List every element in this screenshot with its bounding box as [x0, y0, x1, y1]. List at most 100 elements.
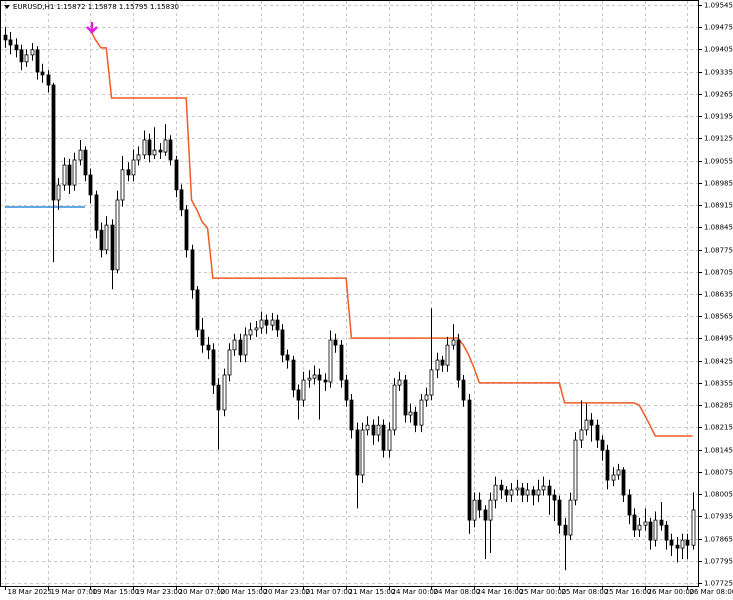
y-tick-label: 1.09475	[704, 24, 733, 32]
x-tick-label: 19 Mar 23:00	[136, 588, 183, 596]
candle-body	[685, 539, 690, 546]
candle-body	[72, 159, 77, 186]
candle-body	[525, 489, 530, 496]
y-tick-label: 1.08145	[704, 447, 733, 455]
x-tick-label: 26 Mar 08:00	[690, 588, 733, 596]
candle-body	[222, 374, 227, 411]
y-tick-label: 1.08495	[704, 335, 733, 343]
candle-body	[158, 149, 163, 153]
candle-body	[349, 399, 354, 431]
candle-body	[376, 424, 381, 436]
candle-body	[3, 34, 8, 41]
y-tick-label: 1.08355	[704, 380, 733, 388]
candle-body	[451, 339, 456, 346]
candle-body	[509, 489, 514, 496]
y-tick-label: 1.08845	[704, 224, 733, 232]
candle-body	[568, 499, 573, 536]
candle-body	[328, 339, 333, 383]
x-tick-label: 20 Mar 07:00	[179, 588, 226, 596]
y-tick-label: 1.08915	[704, 202, 733, 210]
candle-body	[413, 411, 418, 426]
candle-layer	[3, 27, 696, 571]
candle-body	[270, 319, 275, 326]
candle-body	[397, 379, 402, 386]
candle-body	[259, 319, 264, 329]
candle-body	[611, 474, 616, 481]
candle-body	[280, 329, 285, 356]
candle-body	[621, 469, 626, 496]
candle-body	[424, 394, 429, 401]
symbol-menu-icon[interactable]	[4, 5, 10, 9]
candle-body	[163, 139, 168, 153]
y-tick-label: 1.08005	[704, 491, 733, 499]
candle-body	[200, 329, 205, 346]
candle-body	[216, 384, 221, 411]
candle-body	[131, 159, 136, 176]
y-tick-label: 1.07865	[704, 536, 733, 544]
candle-body	[168, 139, 173, 161]
candle-body	[104, 224, 109, 251]
candle-body	[238, 339, 243, 356]
candle-body	[472, 499, 477, 521]
candle-body	[179, 189, 184, 211]
candle-body	[637, 524, 642, 531]
candle-body	[669, 539, 674, 546]
candle-body	[605, 449, 610, 481]
candle-body	[408, 411, 413, 416]
y-tick-label: 1.09335	[704, 69, 733, 77]
candle-body	[365, 424, 370, 431]
candle-body	[387, 429, 392, 451]
x-tick-label: 21 Mar 07:00	[306, 588, 353, 596]
candle-body	[8, 39, 13, 46]
candle-body	[403, 379, 408, 416]
candle-body	[78, 149, 83, 161]
candle-body	[206, 344, 211, 351]
candle-body	[99, 229, 104, 251]
candle-body	[483, 509, 488, 521]
x-tick-label: 24 Mar 08:00	[434, 588, 481, 596]
candle-body	[227, 349, 232, 376]
x-tick-label: 26 Mar 00:00	[648, 588, 695, 596]
candle-body	[344, 379, 349, 401]
candle-body	[520, 487, 525, 496]
candle-body	[531, 489, 536, 496]
candle-body	[419, 399, 424, 426]
x-tick-label: 20 Mar 23:00	[264, 588, 311, 596]
candle-body	[600, 439, 605, 451]
x-tick-label: 19 Mar 15:00	[93, 588, 140, 596]
candle-body	[243, 334, 248, 356]
candle-body	[392, 384, 397, 431]
candle-body	[275, 319, 280, 331]
y-tick-label: 1.08775	[704, 247, 733, 255]
axis-layer: 1.09545 1.09475 1.09405 1.09335 1.09265 1.091…	[5, 2, 733, 596]
candle-body	[317, 374, 322, 381]
candle-body	[339, 344, 344, 381]
candle-body	[573, 439, 578, 501]
x-tick-label: 21 Mar 15:00	[349, 588, 396, 596]
x-tick-label: 24 Mar 16:00	[477, 588, 524, 596]
candle-body	[653, 519, 658, 541]
y-tick-label: 1.09265	[704, 91, 733, 99]
candle-body	[467, 399, 472, 521]
y-tick-label: 1.07795	[704, 558, 733, 566]
candle-body	[477, 499, 482, 511]
candle-body	[627, 494, 632, 516]
candle-body	[648, 521, 653, 541]
candle-body	[62, 164, 67, 186]
candle-body	[541, 485, 546, 491]
candle-body	[536, 489, 541, 496]
candle-body	[579, 429, 584, 441]
candle-body	[563, 524, 568, 536]
x-tick-label: 25 Mar 00:00	[520, 588, 567, 596]
candle-body	[323, 379, 328, 383]
grid-layer	[0, 1, 698, 586]
candle-body	[14, 44, 19, 51]
candle-body	[307, 377, 312, 381]
sell-arrow	[86, 22, 98, 34]
candle-body	[56, 184, 61, 201]
y-tick-label: 1.08985	[704, 180, 733, 188]
candle-body	[499, 484, 504, 491]
indicator-line	[89, 29, 693, 437]
candle-body	[285, 354, 290, 361]
